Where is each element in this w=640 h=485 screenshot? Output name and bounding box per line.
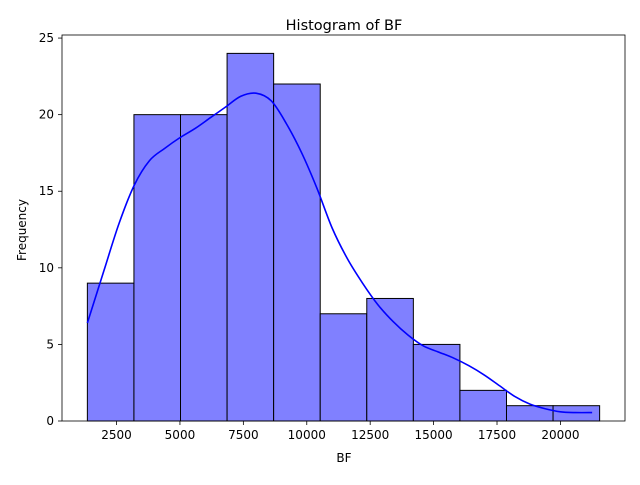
x-tick-label: 15000 <box>415 428 453 442</box>
plot-frame <box>61 34 626 422</box>
x-tick-label: 2500 <box>101 428 132 442</box>
histogram-bar-4 <box>226 52 275 422</box>
x-tick-label: 12500 <box>351 428 389 442</box>
histogram-bar-8 <box>412 343 461 422</box>
y-tick-label: 5 <box>46 337 54 351</box>
histogram-bar-2 <box>133 114 182 422</box>
x-tick-label: 7500 <box>228 428 259 442</box>
x-tick-label: 20000 <box>541 428 579 442</box>
histogram-bar-6 <box>319 313 368 422</box>
x-axis-label: BF <box>336 451 351 465</box>
y-tick-label: 0 <box>46 414 54 428</box>
histogram-bar-9 <box>459 389 507 422</box>
histogram-bar-3 <box>180 114 228 422</box>
histogram-bar-7 <box>366 297 414 422</box>
x-tick-label: 10000 <box>288 428 326 442</box>
bars-layer <box>86 52 601 422</box>
y-tick-label: 20 <box>39 108 54 122</box>
kde-line <box>86 92 593 414</box>
histogram-bar-10 <box>505 405 554 422</box>
axes-layer: 2500 5000 7500 10000 12500 15000 17500 20000 0 5 1… <box>39 31 626 442</box>
chart-title: Histogram of BF <box>286 18 403 34</box>
y-axis-label: Frequency <box>15 199 29 261</box>
y-tick-label: 25 <box>39 31 54 45</box>
y-tick-label: 10 <box>39 261 54 275</box>
y-tick-label: 15 <box>39 184 54 198</box>
histogram-bar-1 <box>86 282 135 422</box>
x-tick-label: 17500 <box>478 428 516 442</box>
histogram-bar-5 <box>273 83 321 422</box>
x-tick-label: 5000 <box>165 428 196 442</box>
